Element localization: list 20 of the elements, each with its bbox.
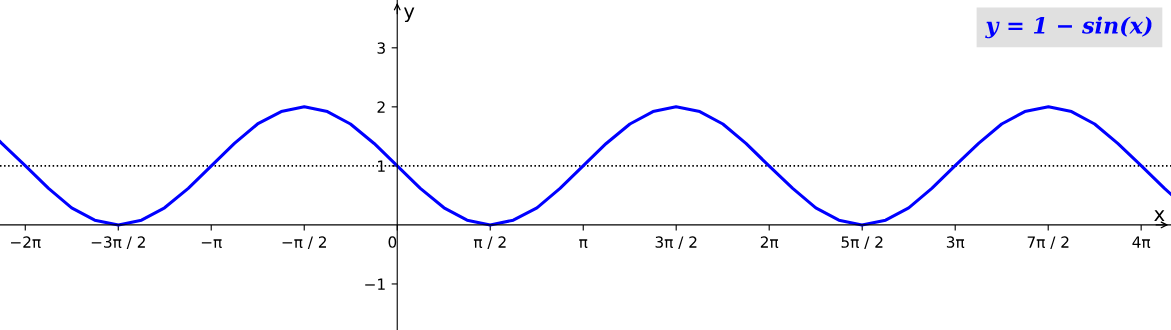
y-tick-label: 1 <box>378 160 385 172</box>
x-tick-label: −π / 2 <box>282 236 326 250</box>
y-tick-label: 2 <box>377 101 385 113</box>
x-tick-label: −π <box>201 239 222 248</box>
x-axis-title: x <box>1154 210 1165 221</box>
x-tick-label: 0 <box>388 236 397 248</box>
x-tick-label: π <box>579 239 588 248</box>
x-tick-label: 3π / 2 <box>655 236 697 250</box>
x-tick-label: 4π <box>1132 236 1151 248</box>
y-axis-title: y <box>404 7 415 23</box>
x-tick-label: −3π / 2 <box>91 236 145 250</box>
x-tick-label: −2π <box>11 236 41 248</box>
x-tick-label: 2π <box>760 236 779 248</box>
x-tick-label: 3π <box>946 236 965 248</box>
y-tick-label: 3 <box>377 42 385 54</box>
x-tick-label: π / 2 <box>473 236 506 250</box>
x-tick-label: 5π / 2 <box>841 236 883 250</box>
x-tick-label: 7π / 2 <box>1027 236 1069 250</box>
text: y = 1 − sin(x) <box>985 16 1152 39</box>
y-tick-label: −1 <box>365 278 385 290</box>
